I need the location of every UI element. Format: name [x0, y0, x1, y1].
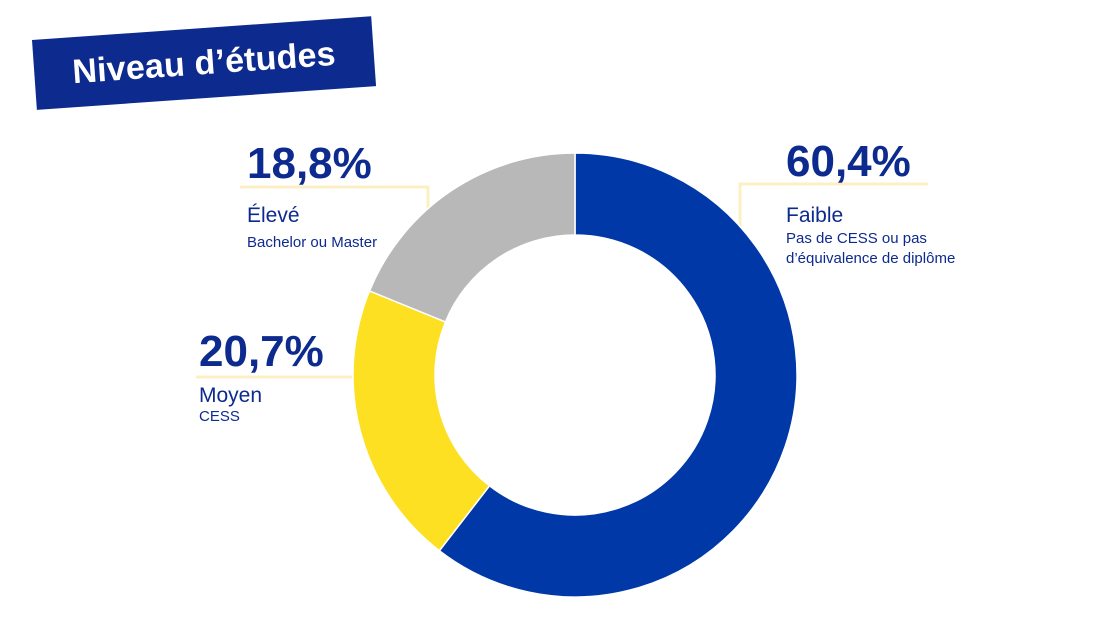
donut-slice-eleve [368, 152, 576, 323]
slice-category-moyen: Moyen [199, 384, 263, 407]
slice-label-faible: 60,4% Faible Pas de CESS ou pas d’équiva… [786, 140, 956, 268]
slice-description-moyen: CESS [199, 408, 240, 426]
slice-description-faible: Pas de CESS ou pas d’équivalence de dipl… [786, 230, 956, 267]
slice-label-moyen: 20,7% Moyen CESS [199, 330, 369, 427]
slice-value-eleve: 18,8% [247, 139, 372, 188]
slice-description-eleve: Bachelor ou Master [247, 234, 378, 252]
slice-category-faible: Faible [786, 204, 844, 227]
slice-label-eleve: 18,8% Élevé Bachelor ou Master [247, 142, 427, 253]
donut-slice-faible [438, 152, 798, 598]
donut-slice-moyen [352, 289, 491, 552]
slice-value-faible: 60,4% [786, 137, 911, 186]
slice-value-moyen: 20,7% [199, 327, 324, 376]
slice-category-eleve: Élevé [247, 204, 300, 227]
